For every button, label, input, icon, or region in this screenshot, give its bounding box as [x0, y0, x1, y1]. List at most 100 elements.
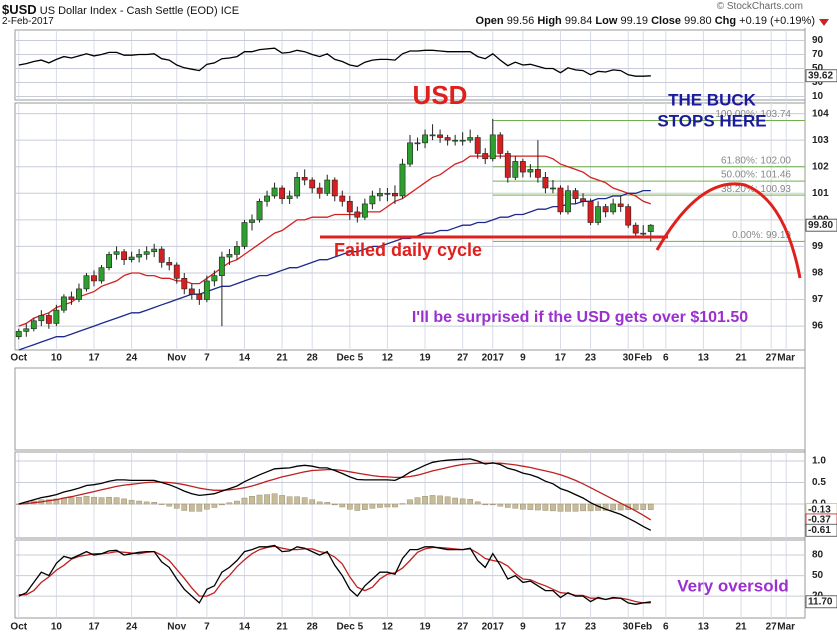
histogram-bar — [136, 500, 142, 505]
histogram-bar — [422, 496, 428, 505]
candle-body — [128, 256, 135, 260]
series-line — [18, 458, 652, 531]
candle-body — [602, 206, 609, 213]
histogram-bar — [407, 499, 413, 505]
candle-body — [595, 206, 602, 223]
candle-body — [83, 275, 90, 290]
candle-body — [527, 169, 534, 173]
quote-value: 99.80 — [684, 15, 712, 27]
x-tick-label: Mar — [777, 622, 795, 633]
histogram-bar — [91, 496, 97, 505]
fib-label: 61.80%: 102.00 — [721, 155, 791, 166]
candle-body — [392, 193, 398, 197]
quote-label: Low — [595, 15, 618, 27]
x-tick-label: Dec 5 — [336, 353, 363, 364]
x-tick-label: 27 — [457, 353, 469, 364]
candle-body — [519, 161, 526, 173]
candle-body — [504, 153, 511, 178]
series-line — [18, 47, 651, 77]
histogram-bar — [452, 497, 458, 505]
dropdown-arrow[interactable] — [819, 19, 829, 27]
candle-body — [196, 293, 203, 300]
candle-body — [151, 248, 158, 253]
x-tick-label: Dec 5 — [336, 622, 363, 633]
y-tick-label: 0.5 — [812, 477, 826, 488]
last-value-label-box — [805, 523, 837, 537]
histogram-bar — [459, 498, 466, 505]
histogram-bar — [121, 498, 127, 505]
histogram-bar — [346, 503, 353, 510]
series-line — [18, 544, 651, 605]
empty-panel — [14, 367, 806, 451]
quote-label: Chg — [714, 15, 737, 27]
histogram-bar — [68, 497, 75, 505]
histogram-bar — [234, 500, 240, 505]
series-line — [18, 462, 652, 521]
candle-body — [98, 267, 105, 282]
histogram-bar — [542, 503, 549, 511]
candle-body — [271, 187, 278, 197]
y-tick-label: 101 — [812, 188, 829, 199]
histogram-bar — [369, 503, 376, 509]
x-tick-label: 21 — [735, 622, 747, 633]
y-tick-label: 102 — [812, 161, 829, 172]
annotation: Failed daily cycle — [334, 240, 482, 260]
candle-body — [534, 169, 541, 178]
histogram-bar — [489, 503, 496, 506]
candle-body — [106, 254, 112, 268]
quote-label: High — [537, 15, 562, 27]
last-value-label: 11.70 — [808, 596, 833, 607]
histogram-bar — [226, 502, 233, 505]
candle-body — [68, 296, 75, 300]
candle-body — [241, 222, 248, 247]
candle-body — [647, 224, 654, 232]
annotation: I'll be surprised if the USD gets over $… — [412, 309, 748, 326]
histogram-bar — [316, 501, 323, 505]
x-tick-label: Nov — [167, 353, 186, 364]
x-tick-label: 7 — [204, 353, 210, 364]
candle-body — [256, 200, 263, 221]
x-tick-label: 28 — [307, 353, 319, 364]
histogram-bar — [602, 503, 609, 511]
histogram-bar — [106, 496, 112, 505]
histogram-bar — [279, 495, 285, 505]
x-tick-label: 23 — [585, 622, 597, 633]
candle-body — [565, 190, 571, 213]
histogram-bar — [331, 503, 338, 506]
histogram-bar — [565, 503, 571, 512]
candle-body — [324, 179, 331, 194]
candle-body — [632, 224, 639, 234]
instrument-name: US Dollar Index - Cash Settle (EOD) — [39, 5, 218, 17]
fib-label: 100.00%: 103.74 — [715, 109, 791, 120]
quote-value: 99.19 — [620, 15, 649, 27]
candle-body — [23, 328, 30, 332]
series-line — [18, 545, 651, 604]
x-tick-label: 2017 — [482, 353, 505, 364]
histogram-bar — [482, 503, 489, 506]
x-tick-label: 6 — [663, 622, 669, 633]
histogram-bar — [610, 503, 616, 511]
candle-body — [610, 203, 617, 213]
candle-body — [489, 134, 496, 160]
candle-body — [45, 315, 52, 324]
y-tick-label: 50 — [812, 63, 824, 74]
candle-body — [173, 264, 180, 279]
candle-body — [38, 315, 45, 322]
candle-body — [211, 275, 218, 282]
y-tick-label: 10 — [812, 91, 824, 102]
candle-body — [384, 193, 391, 195]
quote-value: +0.19 (+0.19%) — [739, 15, 815, 27]
histogram-bar — [512, 503, 519, 509]
candle-body — [301, 177, 308, 181]
x-tick-label: 28 — [307, 622, 319, 633]
candle-body — [249, 219, 255, 223]
x-tick-label: Oct — [10, 353, 27, 364]
panel-frame — [14, 29, 806, 101]
fib-label: 0.00%: 99.19 — [732, 230, 791, 241]
x-tick-label: 24 — [126, 622, 138, 633]
candle-body — [316, 187, 323, 194]
candle-body — [512, 161, 519, 178]
histogram-bar — [219, 503, 225, 506]
x-tick-label: 17 — [555, 353, 567, 364]
annotation: USD — [413, 80, 468, 110]
